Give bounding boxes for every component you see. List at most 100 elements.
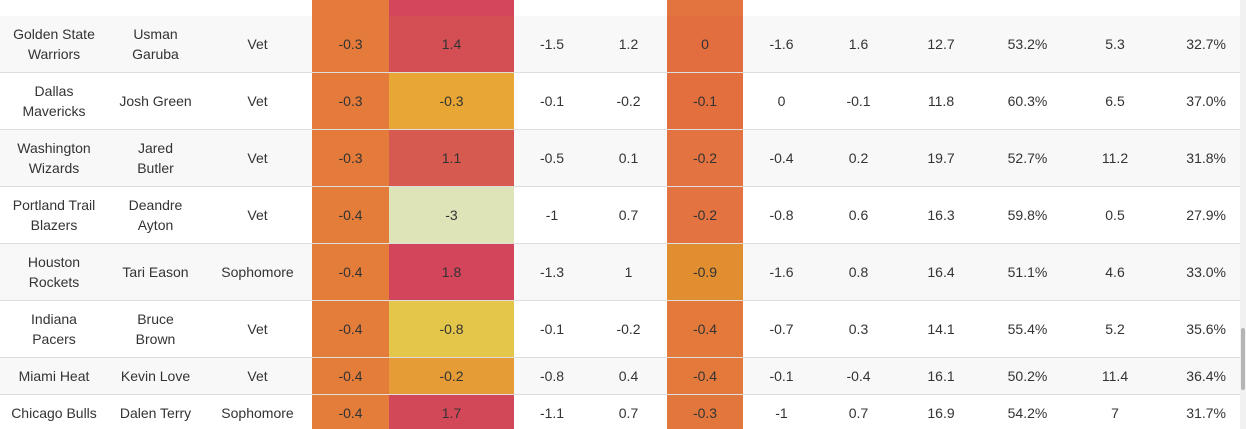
stat-cell: -1.1 <box>539 405 565 421</box>
stat-cell: -1.6 <box>769 264 794 280</box>
player: Tari Eason <box>122 264 189 280</box>
stat-cell: -0.8 <box>539 368 565 384</box>
team: Indiana Pacers <box>31 311 77 347</box>
stat-cell: -0.4 <box>312 187 389 243</box>
stat-cell: 0.4 <box>618 368 639 384</box>
table-row: Goodwin <box>0 0 1240 17</box>
stat-cell: 50.2% <box>1007 368 1048 384</box>
table-row: Dallas Mavericks Josh Green Vet -0.3 -0.3 -0.… <box>0 73 1240 130</box>
scrollbar-thumb[interactable] <box>1241 328 1245 390</box>
stat-cell: 7 <box>1111 405 1119 421</box>
table-row: Golden State Warriors Usman Garuba Vet -0.3… <box>0 16 1240 73</box>
stat-cell: 32.7% <box>1186 36 1226 52</box>
table-row: Miami Heat Kevin Love Vet -0.4 -0.2 -0.8 0.4 -0… <box>0 358 1240 395</box>
stat-cell: -0.1 <box>769 368 794 384</box>
stat-cell: -0.7 <box>769 321 794 337</box>
stat-cell: 1.8 <box>389 244 514 300</box>
stat-cell: -0.3 <box>389 73 514 129</box>
stat-cell: 1.2 <box>618 36 639 52</box>
stat-cell: 52.7% <box>1007 150 1048 166</box>
status: Vet <box>247 150 268 166</box>
stat-cell: 16.3 <box>927 207 955 223</box>
stat-cell: -3 <box>389 187 514 243</box>
stat-cell: -0.2 <box>667 187 743 243</box>
stat-cell: 31.8% <box>1186 150 1226 166</box>
stat-cell: 11.2 <box>1101 150 1129 166</box>
stat-cell: -0.2 <box>616 321 641 337</box>
stat-cell: 16.1 <box>927 368 955 384</box>
stat-cell: -0.8 <box>389 301 514 357</box>
stat-cell: 11.4 <box>1101 368 1129 384</box>
stat-cell: -1.3 <box>539 264 565 280</box>
stat-cell: 36.4% <box>1186 368 1226 384</box>
stat-cell: -0.1 <box>539 321 565 337</box>
stat-cell: -0.4 <box>312 358 389 394</box>
stat-cell: 1 <box>624 264 633 280</box>
team: Miami Heat <box>18 368 90 384</box>
stat-cell: -1 <box>775 405 788 421</box>
stat-cell: 0.7 <box>618 405 639 421</box>
table-row: Chicago Bulls Dalen Terry Sophomore -0.4 1.7… <box>0 395 1240 429</box>
stat-cell: 35.6% <box>1186 321 1226 337</box>
stat-cell: -0.2 <box>667 130 743 186</box>
stat-cell: -0.1 <box>667 73 743 129</box>
team: Chicago Bulls <box>11 405 97 421</box>
stat-cell: 5.3 <box>1105 36 1125 52</box>
stat-cell: 59.8% <box>1007 207 1048 223</box>
player: Josh Green <box>119 93 192 109</box>
stat-cell: 55.4% <box>1007 321 1048 337</box>
table-row: Houston Rockets Tari Eason Sophomore -0.4 1.… <box>0 244 1240 301</box>
stat-cell: 60.3% <box>1007 93 1048 109</box>
stat-cell: -0.1 <box>539 93 565 109</box>
stat-cell: 16.4 <box>927 264 955 280</box>
stat-cell: 0.2 <box>848 150 869 166</box>
stat-cell: 33.0% <box>1186 264 1226 280</box>
status: Sophomore <box>221 264 294 280</box>
status: Sophomore <box>221 405 294 421</box>
team: Houston Rockets <box>27 254 81 290</box>
stat-cell: 31.7% <box>1186 405 1226 421</box>
stat-cell: 0.1 <box>618 150 639 166</box>
stat-cell: -0.4 <box>312 301 389 357</box>
stat-cell: 37.0% <box>1186 93 1226 109</box>
scrollbar[interactable] <box>1240 0 1246 429</box>
stat-cell: -0.4 <box>667 301 743 357</box>
stat-cell: -0.3 <box>312 73 389 129</box>
team: Washington Wizards <box>17 140 91 176</box>
stat-cell: 0.7 <box>618 207 639 223</box>
stat-cell: 16.9 <box>927 405 955 421</box>
player: Kevin Love <box>120 368 191 384</box>
player: Dalen Terry <box>119 405 192 421</box>
stat-cell: 11.8 <box>927 93 955 109</box>
stat-cell: 12.7 <box>927 36 955 52</box>
stat-cell: -0.9 <box>667 244 743 300</box>
stat-cell: 0 <box>667 16 743 72</box>
stat-cell <box>389 0 514 16</box>
stat-cell: -0.4 <box>312 395 389 429</box>
stat-cell: -0.2 <box>616 93 641 109</box>
stat-cell: 54.2% <box>1007 405 1048 421</box>
status: Vet <box>247 321 268 337</box>
stat-cell: 51.1% <box>1007 264 1048 280</box>
stat-cell: 6.5 <box>1105 93 1125 109</box>
stat-cell: 1.6 <box>848 36 869 52</box>
table-row: Washington Wizards Jared Butler Vet -0.3 1.1… <box>0 130 1240 187</box>
status: Vet <box>247 207 268 223</box>
stat-cell: 0.5 <box>1105 207 1125 223</box>
stat-cell: -0.4 <box>667 358 743 394</box>
stat-cell: -0.8 <box>769 207 794 223</box>
stat-cell <box>312 0 389 16</box>
stat-cell: 14.1 <box>927 321 955 337</box>
stat-cell: 0.7 <box>848 405 869 421</box>
player: Bruce Brown <box>135 311 176 347</box>
stat-cell: -1.5 <box>539 36 565 52</box>
stat-cell: -0.3 <box>312 130 389 186</box>
stat-cell: 0.3 <box>848 321 869 337</box>
status: Vet <box>247 93 268 109</box>
stat-cell: -0.5 <box>539 150 565 166</box>
stat-cell: 5.2 <box>1105 321 1125 337</box>
stat-cell: 1.1 <box>389 130 514 186</box>
stat-cell: 0.8 <box>848 264 869 280</box>
player: Usman Garuba <box>132 26 179 62</box>
